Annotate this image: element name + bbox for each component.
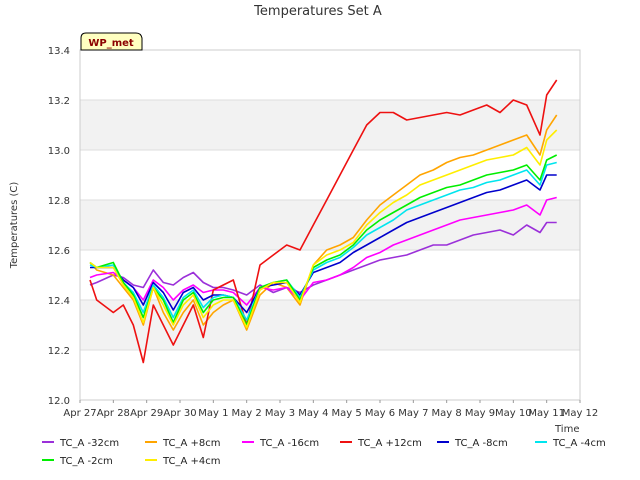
y-tick-label: 12.0 bbox=[48, 396, 70, 407]
y-axis-label: Temperatures (C) bbox=[9, 182, 20, 270]
y-ticks: 12.0 12.2 12.4 12.6 12.8 13.0 13.2 13.4 bbox=[48, 46, 70, 407]
x-tick-label: Apr 28 bbox=[97, 408, 130, 419]
background-band bbox=[80, 100, 580, 150]
legend: TC_A -32cm TC_A +8cm TC_A -16cm TC_A +12cm T… bbox=[42, 438, 606, 467]
series-lines bbox=[89, 79, 558, 364]
x-tick-label: May 6 bbox=[365, 408, 395, 419]
legend-label: TC_A -4cm bbox=[552, 438, 606, 449]
y-tick-label: 12.6 bbox=[48, 246, 70, 257]
legend-label: TC_A +12cm bbox=[357, 438, 422, 449]
series-line bbox=[89, 129, 558, 329]
x-tick-label: May 7 bbox=[398, 408, 428, 419]
legend-label: TC_A -2cm bbox=[59, 456, 113, 467]
y-tick-label: 13.2 bbox=[48, 96, 70, 107]
y-tick-label: 12.4 bbox=[48, 296, 70, 307]
legend-label: TC_A -32cm bbox=[59, 438, 119, 449]
x-tick-label: May 9 bbox=[465, 408, 495, 419]
x-tick-label: May 11 bbox=[528, 408, 565, 419]
y-tick-label: 13.0 bbox=[48, 146, 70, 157]
y-tick-label: 13.4 bbox=[48, 46, 70, 57]
legend-label: TC_A +8cm bbox=[162, 438, 221, 449]
x-tick-label: Apr 30 bbox=[163, 408, 196, 419]
legend-label: TC_A -8cm bbox=[454, 438, 508, 449]
legend-label: TC_A +4cm bbox=[162, 456, 221, 467]
series-line bbox=[89, 196, 557, 306]
x-tick-label: May 8 bbox=[432, 408, 462, 419]
chart-title: Temperatures Set A bbox=[253, 4, 382, 19]
x-tick-label: Apr 29 bbox=[130, 408, 163, 419]
x-tick-label: May 2 bbox=[232, 408, 262, 419]
legend-label: TC_A -16cm bbox=[259, 438, 319, 449]
site-label-box: WP_met bbox=[80, 32, 143, 51]
site-label: WP_met bbox=[88, 38, 134, 49]
x-tick-label: May 12 bbox=[562, 408, 599, 419]
background-bands bbox=[80, 100, 580, 350]
series-line bbox=[89, 221, 557, 296]
y-tick-label: 12.8 bbox=[48, 196, 70, 207]
y-tick-label: 12.2 bbox=[48, 346, 70, 357]
series-line bbox=[89, 79, 558, 364]
x-tick-label: May 1 bbox=[198, 408, 228, 419]
x-tick-label: May 3 bbox=[265, 408, 295, 419]
x-axis-label: Time bbox=[554, 424, 579, 435]
plot-frame bbox=[79, 49, 581, 401]
x-tick-label: May 5 bbox=[332, 408, 362, 419]
x-tick-label: May 4 bbox=[298, 408, 328, 419]
background-band bbox=[80, 200, 580, 250]
x-tick-label: May 10 bbox=[495, 408, 532, 419]
x-tick-label: Apr 27 bbox=[63, 408, 96, 419]
